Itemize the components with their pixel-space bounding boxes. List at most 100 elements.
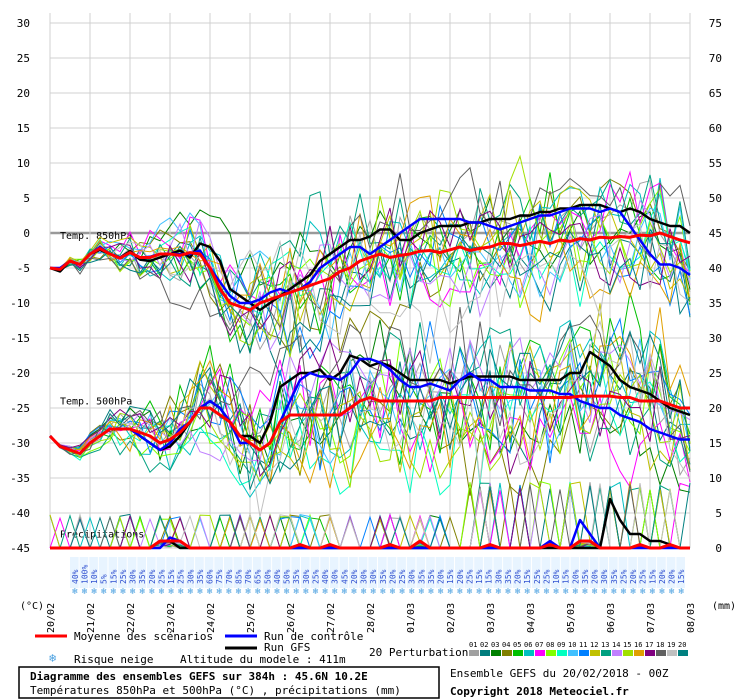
y-left-tick: 5	[23, 192, 30, 205]
perturbation-t500-line	[49, 347, 691, 497]
perturbation-number: 19	[667, 641, 675, 649]
perturbation-t850-line	[49, 166, 691, 332]
snow-risk-cell	[262, 557, 272, 588]
legend-perturbations-label: 20 Perturbations	[369, 646, 475, 659]
snow-risk-cell	[358, 557, 368, 588]
snow-risk-cell	[560, 557, 570, 588]
perturbation-number: 15	[623, 641, 631, 649]
snowflake-icon: ❄	[130, 587, 136, 597]
snow-risk-value: 30%	[600, 569, 609, 584]
snow-risk-cell	[589, 557, 599, 588]
snowflake-icon: ❄	[245, 587, 251, 597]
perturbation-t850-line	[49, 196, 691, 290]
y-right-tick: 50	[709, 192, 722, 205]
snow-risk-cell	[320, 557, 329, 588]
snow-risk-cell	[599, 557, 608, 588]
perturbation-number: 18	[656, 641, 664, 649]
altitude-label: Altitude du modele : 411m	[180, 653, 346, 666]
snow-risk-cell	[435, 557, 445, 588]
perturbation-t500-line	[49, 319, 691, 517]
footer-box	[18, 666, 440, 699]
perturbation-number: 16	[634, 641, 642, 649]
snow-risk-value: 15%	[446, 569, 455, 584]
snow-risk-value: 25%	[157, 569, 166, 584]
x-date-label: 21/02	[86, 603, 97, 633]
snow-risk-value: 20%	[456, 569, 465, 584]
perturbation-swatch	[623, 650, 633, 656]
snow-risk-value: 15%	[475, 569, 484, 584]
snow-risk-cell	[483, 557, 493, 588]
y-right-unit: (mm)	[712, 601, 736, 612]
ensemble-run-label: Ensemble GEFS du 20/02/2018 - 00Z	[450, 667, 669, 680]
control-t500-line	[49, 357, 690, 455]
snowflake-icon: ❄	[438, 587, 444, 597]
snowflake-icon: ❄	[351, 587, 357, 597]
snow-risk-value: 40%	[71, 569, 80, 584]
snowflake-icon: ❄	[534, 587, 540, 597]
snow-risk-value: 25%	[119, 569, 128, 584]
perturbation-number: 01	[469, 641, 477, 649]
perturbation-t500-line	[49, 337, 691, 478]
perturbation-t850-line	[49, 192, 691, 315]
y-left-tick: 0	[23, 227, 30, 240]
snowflake-icon: ❄	[457, 587, 463, 597]
snow-risk-value: 40%	[273, 569, 282, 584]
snow-risk-cell	[329, 557, 339, 588]
perturbation-number: 07	[535, 641, 543, 649]
perturbation-swatch	[579, 650, 589, 656]
x-date-label: 04/03	[526, 603, 537, 633]
x-date-label: 03/03	[486, 603, 497, 633]
y-right-tick: 35	[709, 297, 722, 310]
snow-risk-cell	[214, 557, 223, 588]
snow-risk-cell	[233, 557, 243, 588]
snow-risk-value: 25%	[533, 569, 542, 584]
y-left-tick: -45	[10, 542, 30, 555]
snow-risk-value: 15%	[648, 569, 657, 584]
snowflake-icon: ❄	[216, 587, 222, 597]
snow-risk-value: 50%	[283, 569, 292, 584]
x-date-label: 20/02	[46, 603, 57, 633]
y-right-tick: 70	[709, 52, 722, 65]
snow-risk-cell	[175, 557, 185, 588]
snowflake-icon: ❄	[544, 587, 550, 597]
snow-risk-value: 15%	[523, 569, 532, 584]
perturbation-t850-line	[49, 180, 691, 351]
snowflake-icon: ❄	[640, 587, 646, 597]
y-left-tick: -30	[10, 437, 30, 450]
y-left-tick: -10	[10, 297, 30, 310]
snowflake-icon: ❄	[226, 587, 232, 597]
perturbation-swatch	[678, 650, 688, 656]
snowflake-icon: ❄	[419, 587, 425, 597]
perturbation-t850-line	[49, 170, 691, 313]
snow-risk-cell	[79, 557, 89, 588]
x-date-label: 27/02	[326, 603, 337, 633]
snow-risk-value: 35%	[292, 569, 301, 584]
perturbation-swatch	[535, 650, 545, 656]
snowflake-icon: ❄	[322, 587, 328, 597]
snow-risk-cell	[445, 557, 454, 588]
perturbation-t500-line	[49, 320, 691, 490]
perturbation-number: 06	[524, 641, 532, 649]
snow-risk-value: 15%	[562, 569, 571, 584]
perturbation-swatch	[568, 650, 578, 656]
grid	[49, 13, 691, 549]
snow-risk-cell	[676, 557, 685, 588]
snow-risk-cell	[657, 557, 666, 588]
snowflake-icon: ❄	[630, 587, 636, 597]
snow-risk-cell	[580, 557, 589, 588]
y-right-tick: 75	[709, 17, 722, 30]
legend-control-label: Run de contrôle	[264, 630, 363, 643]
snowflake-icon: ❄	[563, 587, 569, 597]
y-right-tick: 5	[715, 507, 722, 520]
snowflake-icon: ❄	[496, 587, 502, 597]
snowflake-icon: ❄	[168, 587, 174, 597]
snowflake-icon: ❄	[293, 587, 299, 597]
x-date-label: 23/02	[166, 603, 177, 633]
perturbation-number: 12	[590, 641, 598, 649]
snow-risk-value: 25%	[311, 569, 320, 584]
snow-risk-value: 5%	[100, 574, 109, 584]
snow-risk-cell	[503, 557, 512, 588]
snowflake-icon: ❄	[149, 587, 155, 597]
y-right-tick: 20	[709, 402, 722, 415]
